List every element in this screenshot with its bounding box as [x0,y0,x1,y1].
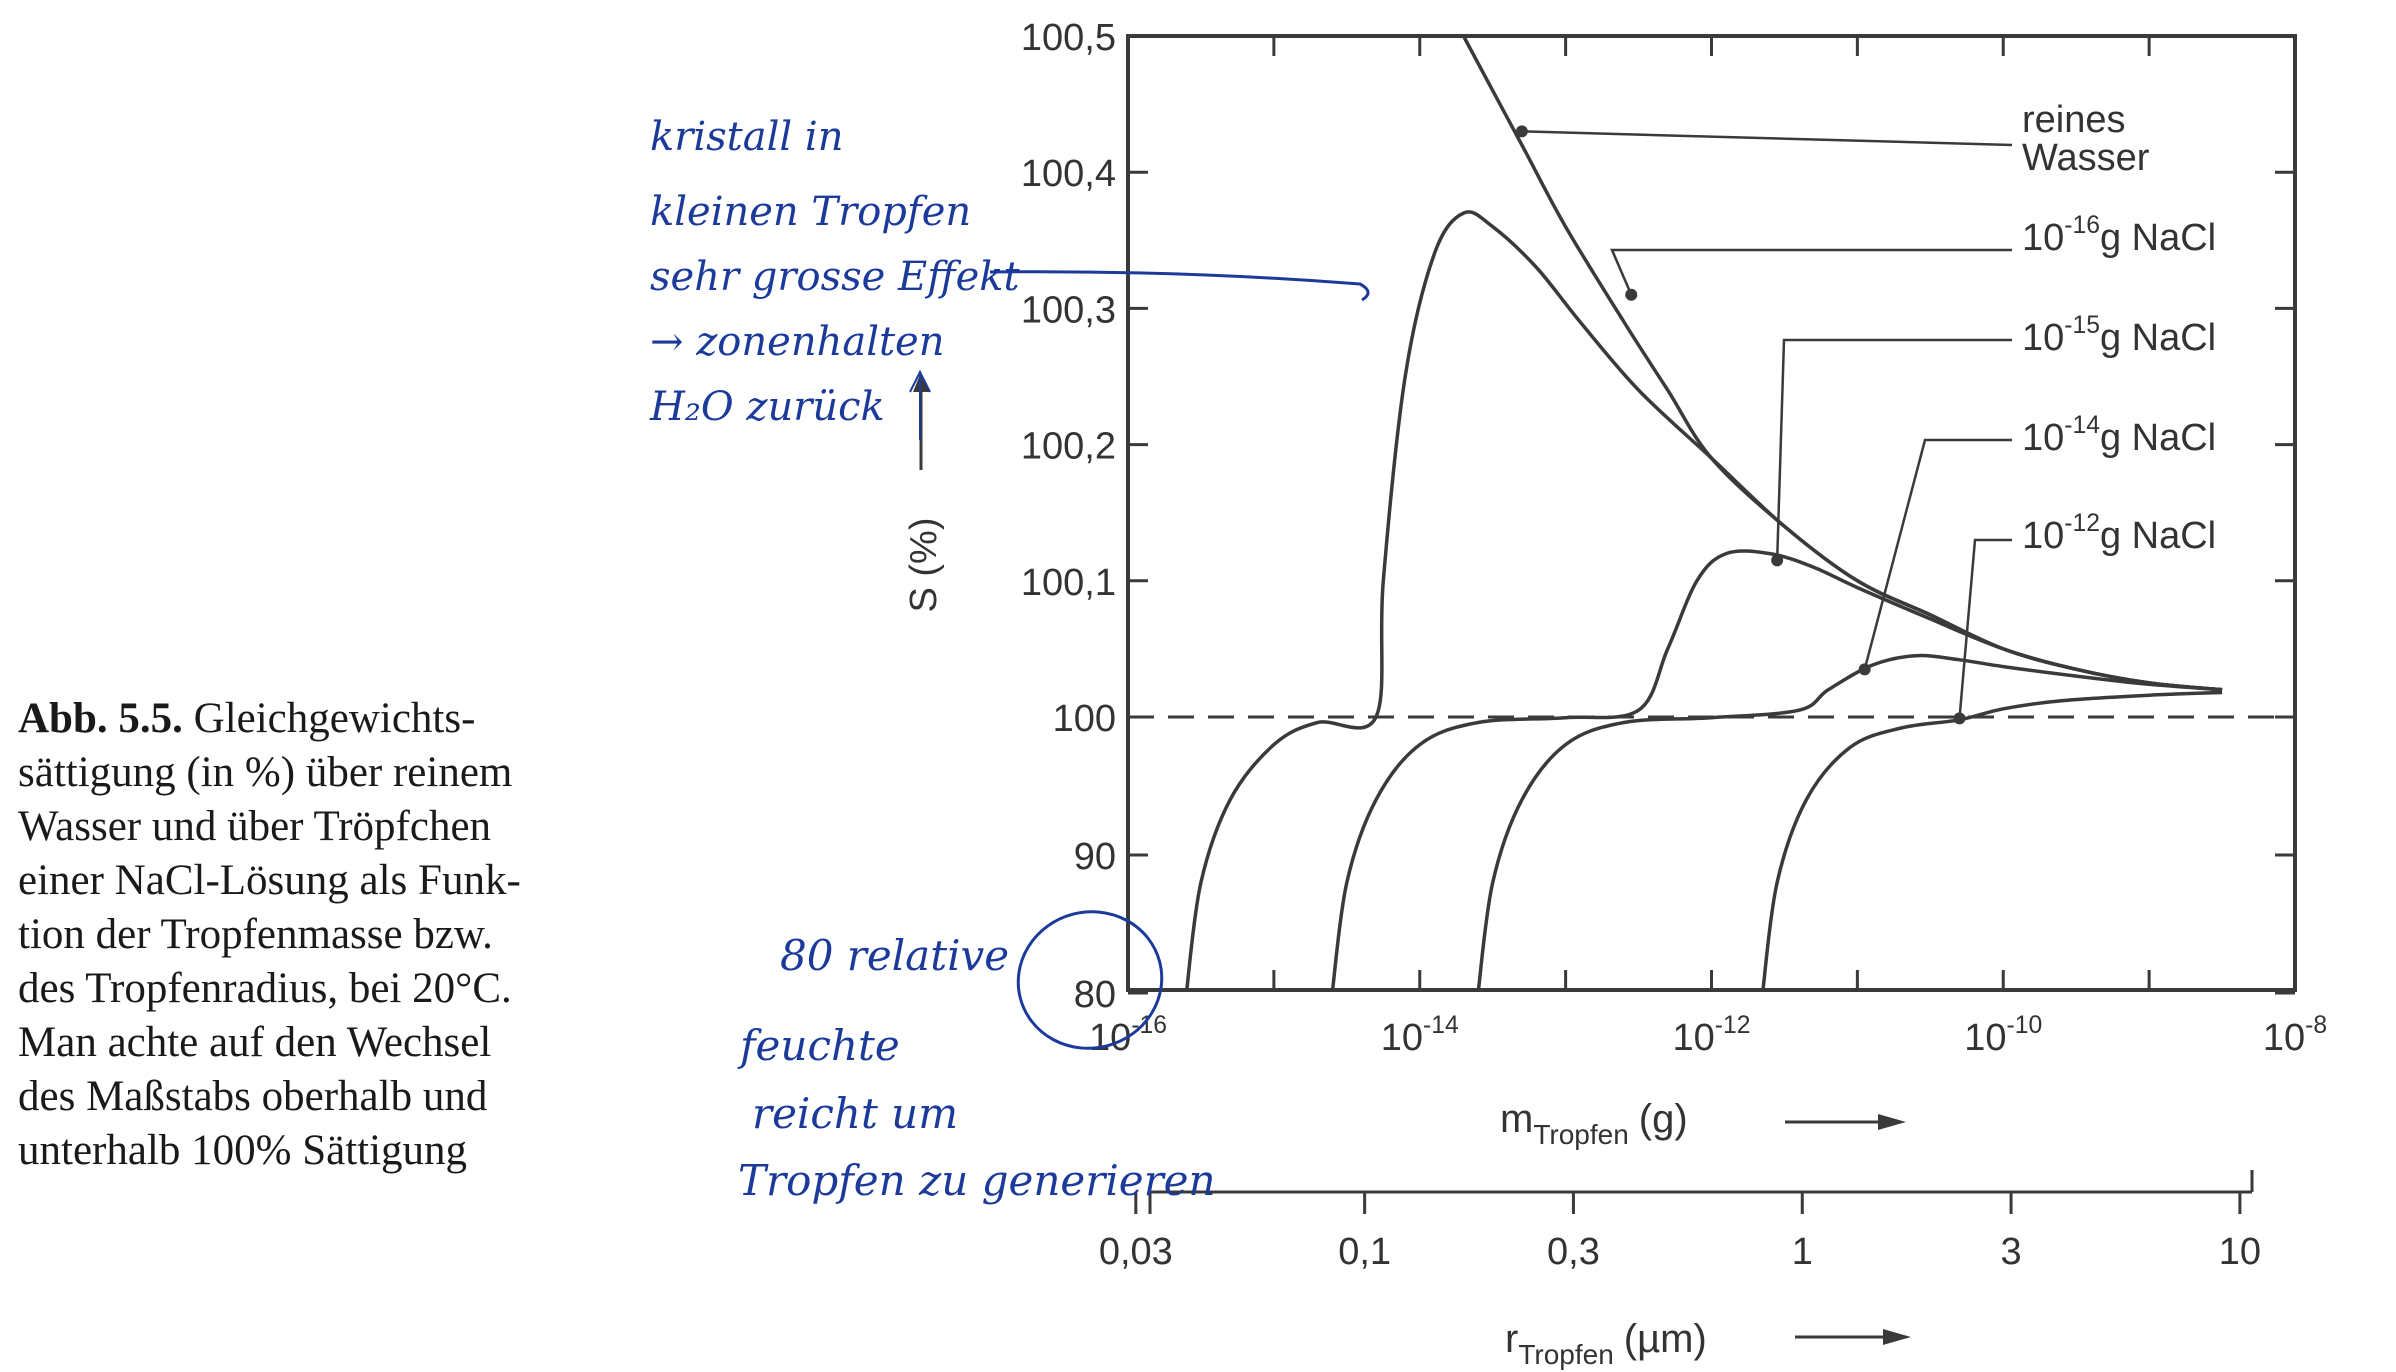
curve-nacl-1e-12 [1761,690,2223,990]
handwritten-arrow [989,270,1370,302]
x-tick-label: 10-10 [1964,1012,2042,1059]
y-tick-label: 100 [1053,698,1116,740]
radius-axis-arrow-head [1883,1329,1911,1345]
radius-tick-label: 1 [1792,1231,1813,1273]
x-axis-label-mass: mTropfen (g) [1500,1097,1688,1150]
handwritten-up-arrow [909,369,931,440]
radius-tick-label: 0,1 [1338,1231,1391,1273]
handwritten-note-bottom: reicht um [752,1089,958,1138]
y-tick-label: 100,3 [1021,289,1116,331]
x-tick-label: 10-14 [1381,1012,1459,1059]
radius-tick-label: 0,3 [1547,1231,1600,1273]
caption-text: Gleichgewichts- [182,695,476,742]
legend-label-pure-water-2: Wasser [2022,137,2150,179]
legend-leader-line [1863,438,2012,670]
handwritten-note-top: → zonenhalten [650,319,945,365]
legend-label-nacl-1e-15: 10-15g NaCl [2022,312,2216,359]
legend-label-nacl-1e-16: 10-16g NaCl [2022,212,2216,259]
radius-tick-label: 10 [2219,1231,2261,1273]
caption-figure-number: Abb. 5.5. [18,695,183,742]
handwritten-circle [1016,910,1164,1050]
caption-line: Wasser und über Tröpfchen [18,803,492,850]
caption-line: des Maßstabs oberhalb und [18,1073,488,1120]
caption-line: Abb. 5.5. Gleichgewichts- [18,692,718,746]
y-tick-label: 100,4 [1021,153,1116,195]
curve-nacl-1e-14 [1476,653,2223,990]
caption-line: des Tropfenradius, bei 20°C. [18,965,512,1012]
handwritten-note-top: kleinen Tropfen [650,189,971,235]
radius-tick-label: 3 [2000,1231,2021,1273]
x-axis-arrow-head [1878,1114,1906,1130]
curve-nacl-1e-16 [1184,210,2223,990]
caption-line: tion der Tropfenmasse bzw. [18,911,493,958]
legend-label-nacl-1e-14: 10-14g NaCl [2022,412,2216,459]
radius-tick-label: 0,03 [1099,1231,1173,1273]
handwritten-note-bottom: 80 relative [780,931,1009,980]
x-tick-label: 10-12 [1673,1012,1751,1059]
legend-leader-line [1775,338,2012,561]
figure-caption: Abb. 5.5. Gleichgewichts- sättigung (in … [18,692,718,1178]
curve-nacl-1e-15 [1330,549,2223,990]
caption-line: unterhalb 100% Sättigung [18,1127,468,1174]
caption-line: Man achte auf den Wechsel [18,1019,492,1066]
handwritten-note-bottom: Tropfen zu generieren [738,1156,1216,1205]
y-tick-label: 90 [1074,836,1116,878]
caption-line: einer NaCl-Lösung als Funk- [18,857,521,904]
handwritten-note-top: kristall in [650,114,843,160]
y-tick-label: 100,5 [1021,17,1116,59]
x-axis-label-radius: rTropfen (µm) [1505,1317,1707,1370]
y-axis-label: S (%) [903,518,945,613]
legend-leader-line [1610,248,2012,296]
caption-line: sättigung (in %) über reinem [18,749,513,796]
y-tick-label: 100,1 [1021,562,1116,604]
x-tick-label: 10-8 [2263,1012,2327,1059]
legend-label-nacl-1e-12: 10-12g NaCl [2022,510,2216,557]
legend-leader-line [1958,538,2012,719]
y-tick-label: 100,2 [1021,426,1116,468]
legend-leader-line [1521,130,2013,147]
handwritten-note-bottom: feuchte [737,1021,900,1070]
plot-frame [1126,34,2297,992]
handwritten-note-top: sehr grosse Effekt [650,254,1020,300]
y-tick-label: 80 [1074,974,1116,1016]
legend-label-pure-water: reines [2022,99,2126,141]
handwritten-note-top: H₂O zurück [649,384,885,430]
